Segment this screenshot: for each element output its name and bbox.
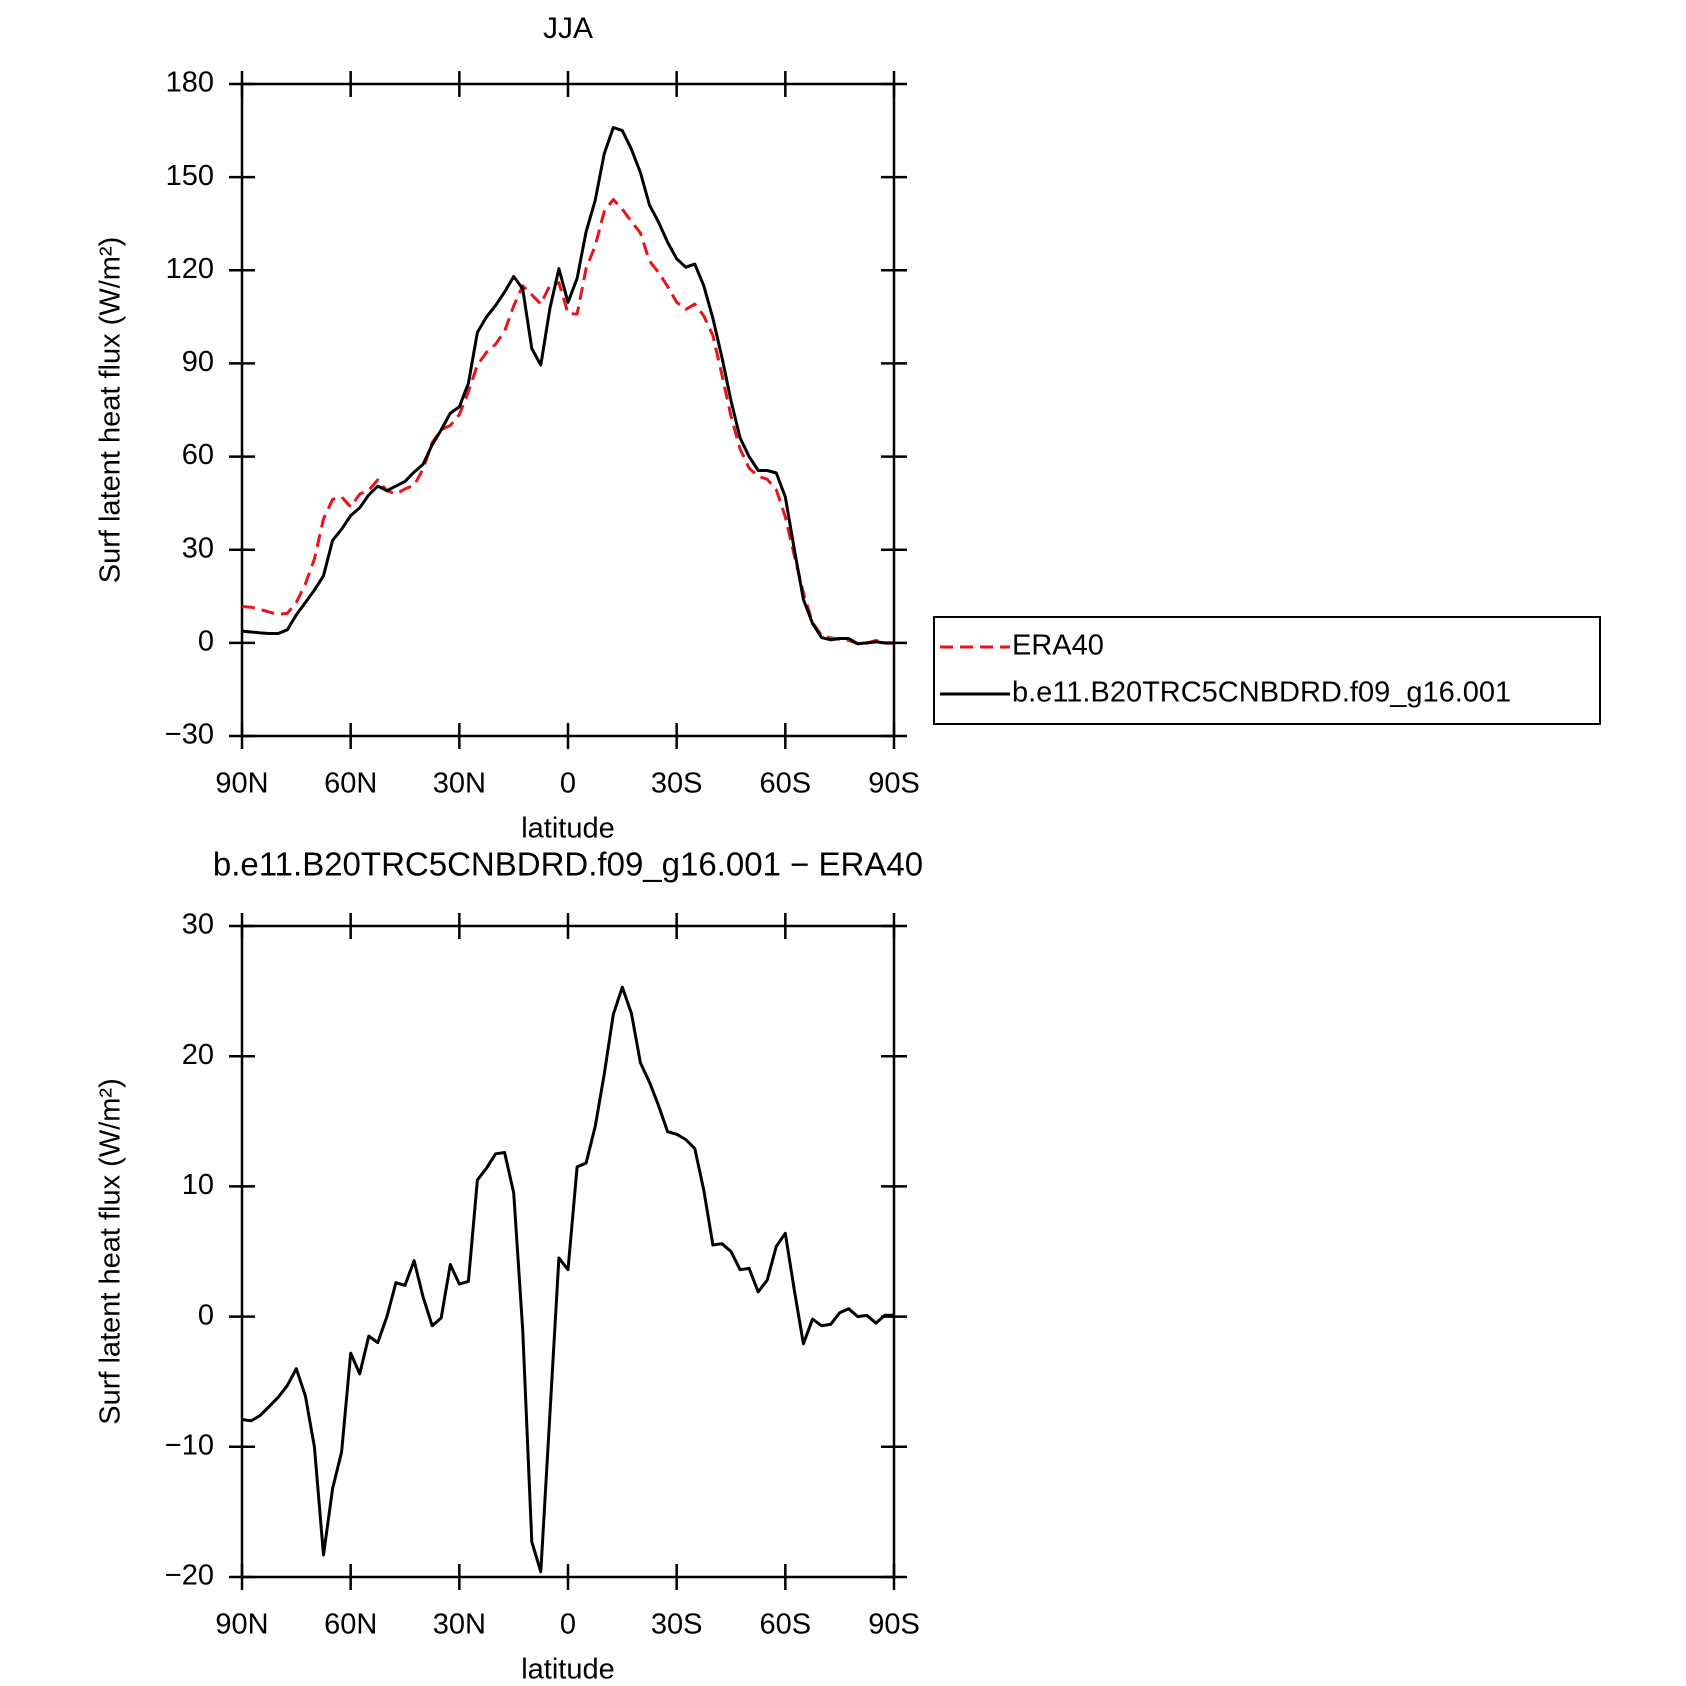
y-tick-label: 90 bbox=[182, 346, 214, 378]
y-tick-label: 60 bbox=[182, 439, 214, 471]
chart-title: b.e11.B20TRC5CNBDRD.f09_g16.001 − ERA40 bbox=[213, 846, 923, 883]
x-tick-label: 30S bbox=[651, 1609, 703, 1641]
y-axis-label: Surf latent heat flux (W/m²) bbox=[95, 1078, 127, 1425]
y-tick-label: 10 bbox=[182, 1169, 214, 1201]
y-tick-label: −10 bbox=[165, 1429, 214, 1461]
x-tick-label: 90N bbox=[215, 1609, 268, 1641]
x-tick-label: 30S bbox=[651, 768, 703, 800]
plot-frame bbox=[240, 924, 896, 1579]
legend-label: ERA40 bbox=[1012, 630, 1104, 662]
y-tick-label: 20 bbox=[182, 1039, 214, 1071]
x-tick-label: 90N bbox=[215, 768, 268, 800]
y-tick-label: 150 bbox=[166, 160, 214, 192]
series-line bbox=[241, 198, 894, 646]
legend-box bbox=[933, 616, 1601, 725]
y-tick-label: 0 bbox=[198, 626, 214, 658]
y-tick-label: −30 bbox=[165, 719, 214, 751]
y-tick-label: 120 bbox=[166, 253, 214, 285]
chart-title: JJA bbox=[543, 12, 593, 45]
x-tick-label: 0 bbox=[560, 1609, 576, 1641]
series-line bbox=[241, 985, 894, 1574]
x-tick-label: 60S bbox=[760, 768, 812, 800]
x-tick-label: 90S bbox=[868, 1609, 920, 1641]
y-axis-label: Surf latent heat flux (W/m²) bbox=[95, 237, 127, 584]
x-tick-label: 60N bbox=[324, 1609, 377, 1641]
y-tick-label: 180 bbox=[166, 67, 214, 99]
y-tick-label: 30 bbox=[182, 909, 214, 941]
x-tick-label: 30N bbox=[433, 768, 486, 800]
x-tick-label: 30N bbox=[433, 1609, 486, 1641]
y-tick-label: −20 bbox=[165, 1560, 214, 1592]
x-axis-label: latitude bbox=[521, 813, 615, 845]
series-line bbox=[241, 126, 894, 646]
x-tick-label: 60S bbox=[760, 1609, 812, 1641]
y-tick-label: 30 bbox=[182, 532, 214, 564]
x-tick-label: 60N bbox=[324, 768, 377, 800]
x-tick-label: 0 bbox=[560, 768, 576, 800]
legend-label: b.e11.B20TRC5CNBDRD.f09_g16.001 bbox=[1012, 677, 1511, 709]
x-tick-label: 90S bbox=[868, 768, 920, 800]
x-axis-label: latitude bbox=[521, 1654, 615, 1686]
y-tick-label: 0 bbox=[198, 1299, 214, 1331]
plot-frame bbox=[240, 82, 896, 738]
